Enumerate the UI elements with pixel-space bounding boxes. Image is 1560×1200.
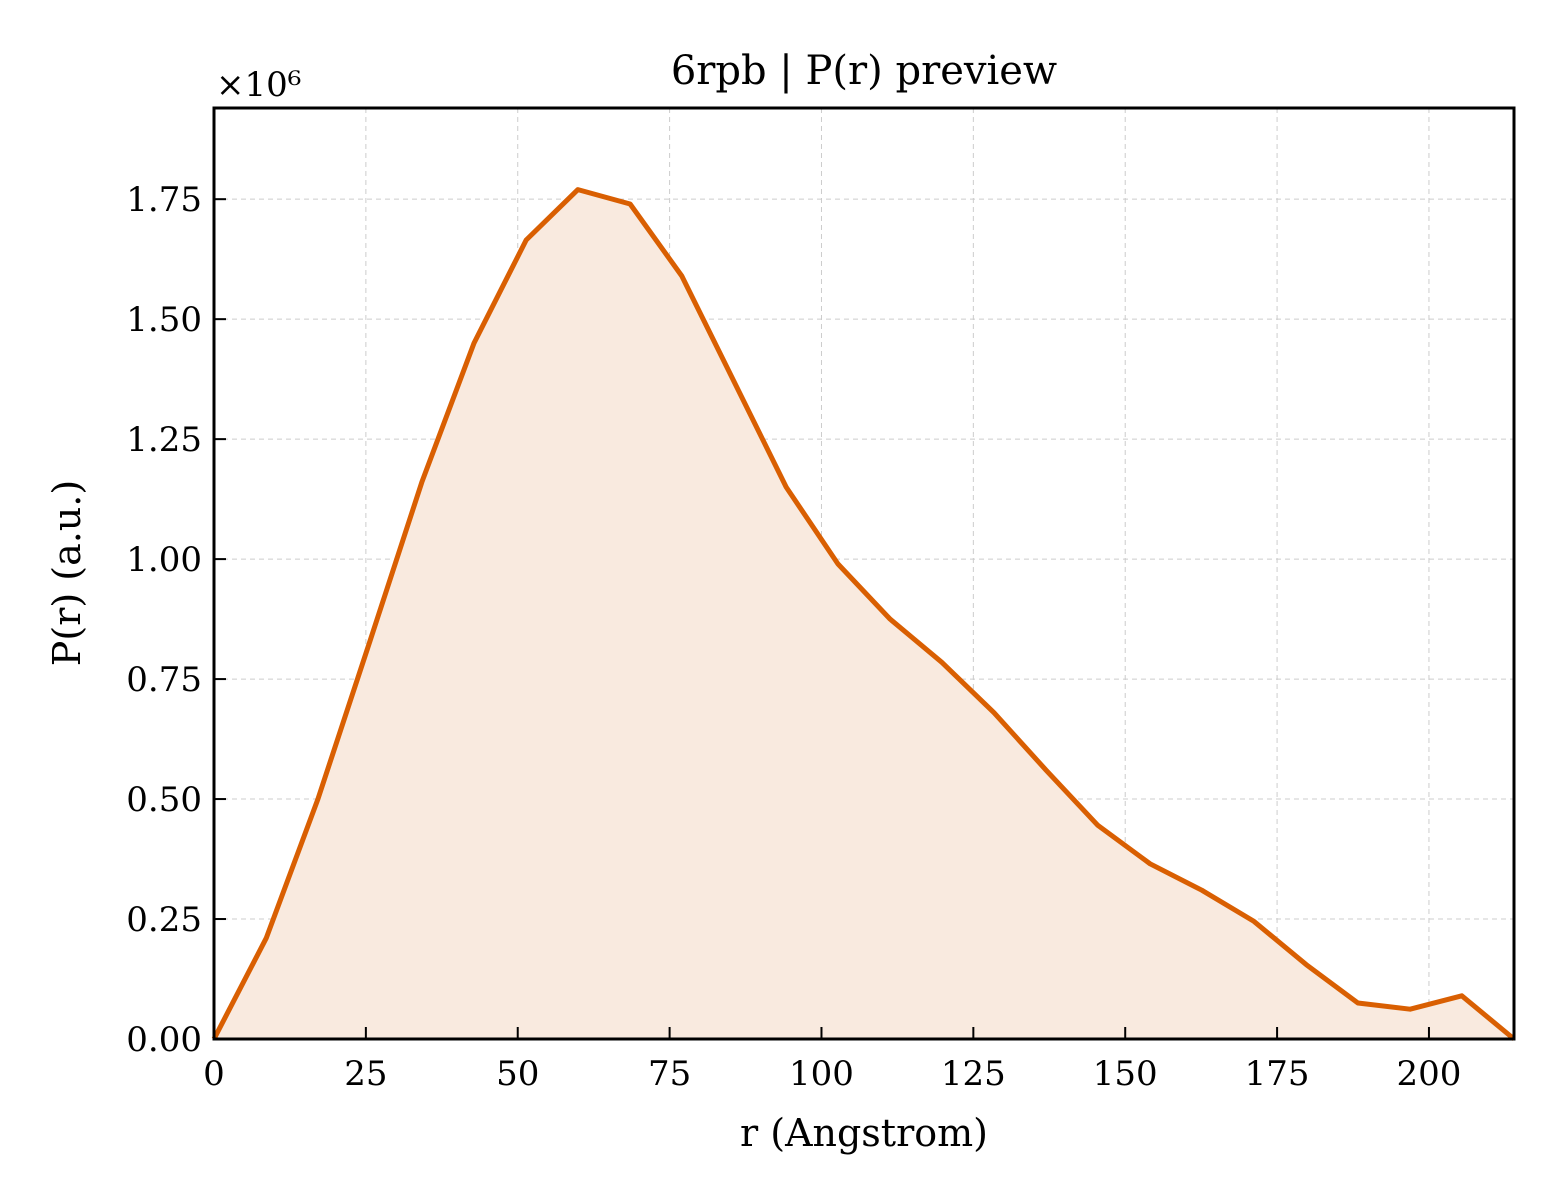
- pr-area-fill: [214, 189, 1514, 1040]
- y-tick-label: 1.25: [126, 420, 202, 460]
- x-tick-label: 175: [1245, 1054, 1310, 1094]
- x-tick-label: 100: [789, 1054, 854, 1094]
- y-tick-label: 0.00: [126, 1020, 202, 1060]
- x-tick-label: 125: [941, 1054, 1006, 1094]
- x-tick-label: 75: [648, 1054, 691, 1094]
- y-tick-label: 0.50: [126, 780, 202, 820]
- plot-frame: [212, 106, 1516, 1041]
- x-tick-label: 150: [1093, 1054, 1158, 1094]
- pr-line: [211, 187, 1516, 1041]
- x-tick-label: 25: [344, 1054, 387, 1094]
- x-tick-label: 200: [1397, 1054, 1462, 1094]
- y-offset-label: ×10⁶: [216, 65, 301, 105]
- x-axis-label: r (Angstrom): [740, 1111, 988, 1155]
- y-tick-label: 0.25: [126, 900, 202, 940]
- x-tick-label: 50: [496, 1054, 539, 1094]
- y-tick-label: 1.50: [126, 300, 202, 340]
- y-axis-label: P(r) (a.u.): [45, 480, 89, 666]
- y-tick-label: 0.75: [126, 660, 202, 700]
- chart-title: 6rpb | P(r) preview: [671, 48, 1057, 94]
- y-tick-label: 1.75: [126, 180, 202, 220]
- axis-ticks: 0 25 50 75 100 125 150 175 200 0.00 0.25 0.50 0.75 1.…: [126, 180, 1461, 1094]
- y-tick-label: 1.00: [126, 540, 202, 580]
- x-tick-label: 0: [203, 1054, 225, 1094]
